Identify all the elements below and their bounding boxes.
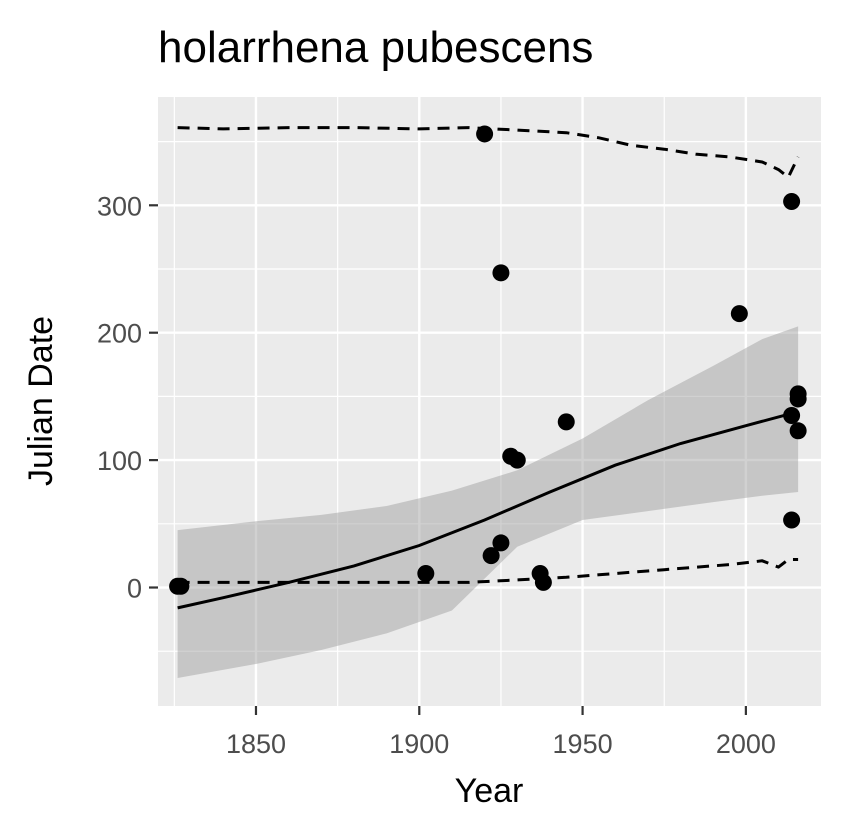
x-axis-tick-label: 2000	[716, 729, 776, 759]
data-point	[789, 390, 807, 408]
data-point	[172, 577, 190, 595]
y-axis-tick-label: 0	[127, 574, 142, 604]
upper-quantile-line	[177, 126, 800, 179]
data-point	[482, 547, 500, 565]
data-point	[492, 264, 510, 282]
y-axis: 0 100 200 300	[97, 191, 158, 604]
minor-gridlines	[158, 97, 821, 706]
data-point	[476, 125, 494, 143]
chart-title: holarrhena pubescens	[158, 23, 593, 72]
data-point	[783, 407, 801, 425]
trend-line	[177, 410, 799, 610]
data-points-layer	[169, 125, 807, 595]
x-axis: 1850 1900 1950 2000	[226, 706, 776, 759]
x-axis-tick-label: 1950	[553, 729, 613, 759]
x-axis-tick-label: 1900	[389, 729, 449, 759]
confidence-ribbon-layer	[177, 326, 799, 678]
lower-quantile-line	[177, 558, 799, 584]
data-point	[783, 511, 801, 529]
confidence-ribbon	[177, 326, 799, 678]
y-axis-tick-label: 100	[97, 446, 142, 476]
y-axis-tick-label: 200	[97, 319, 142, 349]
trend-line-layer	[177, 410, 799, 610]
x-axis-tick-label: 1850	[226, 729, 286, 759]
data-point	[789, 422, 807, 440]
y-axis-title: Julian Date	[22, 316, 60, 486]
data-point	[557, 413, 575, 431]
data-point	[492, 534, 510, 552]
quantile-lines-layer	[177, 126, 800, 584]
x-axis-title: Year	[455, 772, 524, 810]
data-point	[508, 451, 526, 469]
data-point	[417, 564, 435, 582]
data-point	[783, 192, 801, 210]
y-axis-tick-label: 300	[97, 191, 142, 221]
plot-panel	[158, 97, 821, 706]
major-gridlines	[158, 97, 821, 706]
data-point	[534, 573, 552, 591]
data-point	[730, 305, 748, 323]
